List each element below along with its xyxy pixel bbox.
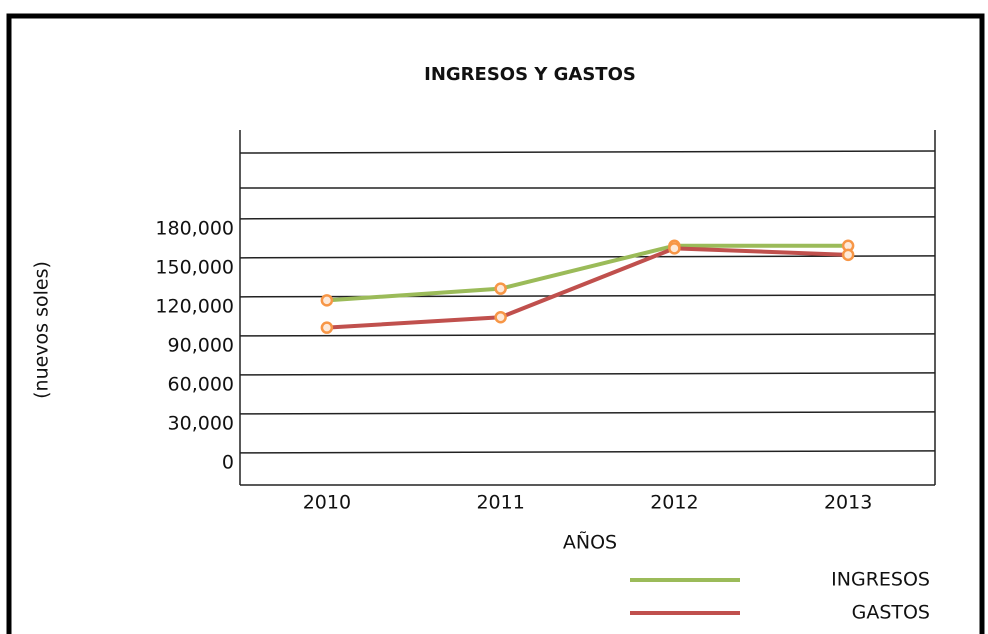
- grid-line: [239, 333, 936, 337]
- x-tick-label: 2011: [476, 492, 524, 514]
- y-tick-label: 0: [222, 451, 234, 473]
- legend-label: GASTOS: [852, 602, 930, 624]
- x-tick-label: 2010: [303, 492, 351, 514]
- grid-line-extra: [239, 150, 936, 154]
- y-tick-label: 180,000: [155, 217, 234, 239]
- y-tick-label: 120,000: [155, 295, 234, 317]
- y-tick-label: 90,000: [168, 334, 234, 356]
- grid-line: [239, 372, 936, 376]
- point-marker: [494, 311, 507, 324]
- y-tick-label: 150,000: [155, 256, 234, 278]
- y-tick-label: 60,000: [168, 373, 234, 395]
- series-line: [326, 243, 849, 303]
- point-marker: [320, 321, 334, 334]
- y-tick-label: 30,000: [168, 412, 234, 434]
- x-tick-label: 2012: [650, 492, 698, 514]
- point-marker: [320, 294, 334, 307]
- frame: [6, 13, 985, 634]
- grid-line: [239, 411, 936, 415]
- grid-line: [239, 450, 936, 454]
- grid-line: [239, 255, 936, 259]
- point-marker: [841, 248, 855, 262]
- x-axis-label: AÑOS: [563, 531, 617, 554]
- grid-line: [239, 216, 936, 220]
- x-tick-label: 2013: [824, 492, 872, 514]
- grid-line: [239, 294, 936, 298]
- point-marker: [668, 242, 681, 255]
- series-line: [326, 246, 849, 330]
- chart-title: INGRESOS Y GASTOS: [424, 64, 636, 85]
- y-axis-label: (nuevos soles): [31, 261, 53, 399]
- point-marker: [494, 282, 507, 295]
- legend-label: INGRESOS: [831, 569, 930, 591]
